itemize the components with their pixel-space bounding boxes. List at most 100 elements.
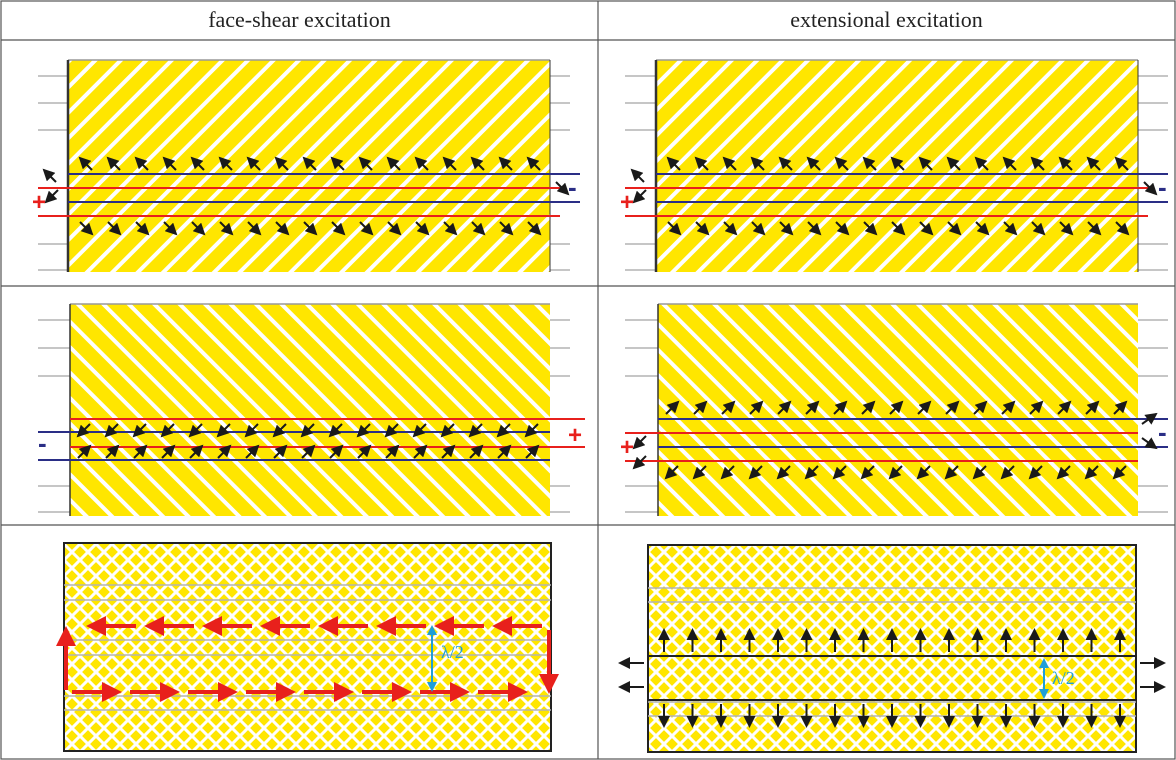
arrow: [944, 465, 959, 480]
arrow: [331, 221, 346, 236]
arrow: [748, 465, 763, 480]
header-extensional: extensional excitation: [790, 7, 983, 32]
arrow: [191, 221, 206, 236]
arrow: [387, 221, 402, 236]
arrow: [42, 168, 57, 183]
arrow: [76, 423, 91, 438]
arrow: [665, 400, 680, 415]
arrow: [525, 444, 540, 459]
arrow: [916, 465, 931, 480]
arrow: [300, 423, 315, 438]
arrow: [219, 221, 234, 236]
arrow: [694, 156, 709, 171]
arrow: [359, 221, 374, 236]
extension-arrows: [618, 628, 1166, 728]
arrow: [329, 444, 344, 459]
arrow: [188, 423, 203, 438]
minus-sign: -: [1158, 172, 1167, 202]
arrow: [750, 156, 765, 171]
arrow: [861, 400, 876, 415]
arrow: [1028, 465, 1043, 480]
arrow: [632, 435, 647, 450]
arrow: [385, 444, 400, 459]
arrow: [244, 423, 259, 438]
arrow: [1000, 465, 1015, 480]
arrow: [273, 444, 288, 459]
arrow: [1112, 465, 1127, 480]
panel-extensional-1: + -: [620, 59, 1168, 272]
crystal-block: [656, 60, 1138, 272]
arrow: [44, 189, 59, 204]
arrow: [106, 156, 121, 171]
arrow: [328, 423, 343, 438]
arrow: [468, 423, 483, 438]
arrow: [161, 444, 176, 459]
panel-extensional-3: λ/2: [618, 544, 1166, 753]
arrow: [443, 221, 458, 236]
stress-arrows: [632, 400, 1158, 480]
arrow: [105, 444, 120, 459]
arrow: [890, 156, 905, 171]
arrow: [413, 444, 428, 459]
arrow: [247, 221, 262, 236]
crystal-block: [63, 542, 552, 752]
arrow: [1086, 156, 1101, 171]
arrow: [1085, 400, 1100, 415]
panel-faceshear-2: - +: [38, 303, 585, 516]
arrow: [384, 423, 399, 438]
arrow: [722, 156, 737, 171]
arrow: [216, 423, 231, 438]
electrodes: [38, 173, 580, 217]
arrow: [1114, 156, 1129, 171]
arrow: [751, 221, 766, 236]
arrow: [632, 455, 647, 470]
arrow: [919, 221, 934, 236]
arrow: [217, 444, 232, 459]
arrow: [1031, 221, 1046, 236]
arrow: [888, 465, 903, 480]
arrow: [1084, 465, 1099, 480]
lambda-label: λ/2: [441, 642, 464, 662]
arrow: [835, 221, 850, 236]
arrow: [527, 221, 542, 236]
arrow: [777, 400, 792, 415]
panel-faceshear-1: + -: [32, 59, 580, 272]
arrow: [470, 156, 485, 171]
arrow: [104, 423, 119, 438]
arrow: [218, 156, 233, 171]
arrow: [526, 156, 541, 171]
arrow: [274, 156, 289, 171]
arrow: [415, 221, 430, 236]
arrow: [695, 221, 710, 236]
arrow: [862, 156, 877, 171]
stress-arrows: [76, 423, 540, 459]
arrow: [245, 444, 260, 459]
arrow: [1030, 156, 1045, 171]
arrow: [918, 156, 933, 171]
arrow: [666, 156, 681, 171]
arrow: [330, 156, 345, 171]
arrow: [275, 221, 290, 236]
minus-sign: -: [568, 172, 577, 202]
plus-sign: +: [32, 189, 46, 216]
arrow: [1003, 221, 1018, 236]
arrow: [471, 221, 486, 236]
arrow: [412, 423, 427, 438]
arrow: [667, 221, 682, 236]
arrow: [974, 156, 989, 171]
plus-sign: +: [620, 434, 634, 461]
arrow: [1143, 181, 1158, 196]
arrow: [189, 444, 204, 459]
arrow: [778, 156, 793, 171]
arrow: [776, 465, 791, 480]
crystal-block: [658, 304, 1138, 516]
arrow: [832, 465, 847, 480]
arrow: [1141, 412, 1158, 425]
arrow: [1029, 400, 1044, 415]
arrow: [806, 156, 821, 171]
arrow: [975, 221, 990, 236]
arrow: [805, 400, 820, 415]
arrow: [860, 465, 875, 480]
arrow: [1057, 400, 1072, 415]
lambda-label: λ/2: [1052, 668, 1075, 688]
